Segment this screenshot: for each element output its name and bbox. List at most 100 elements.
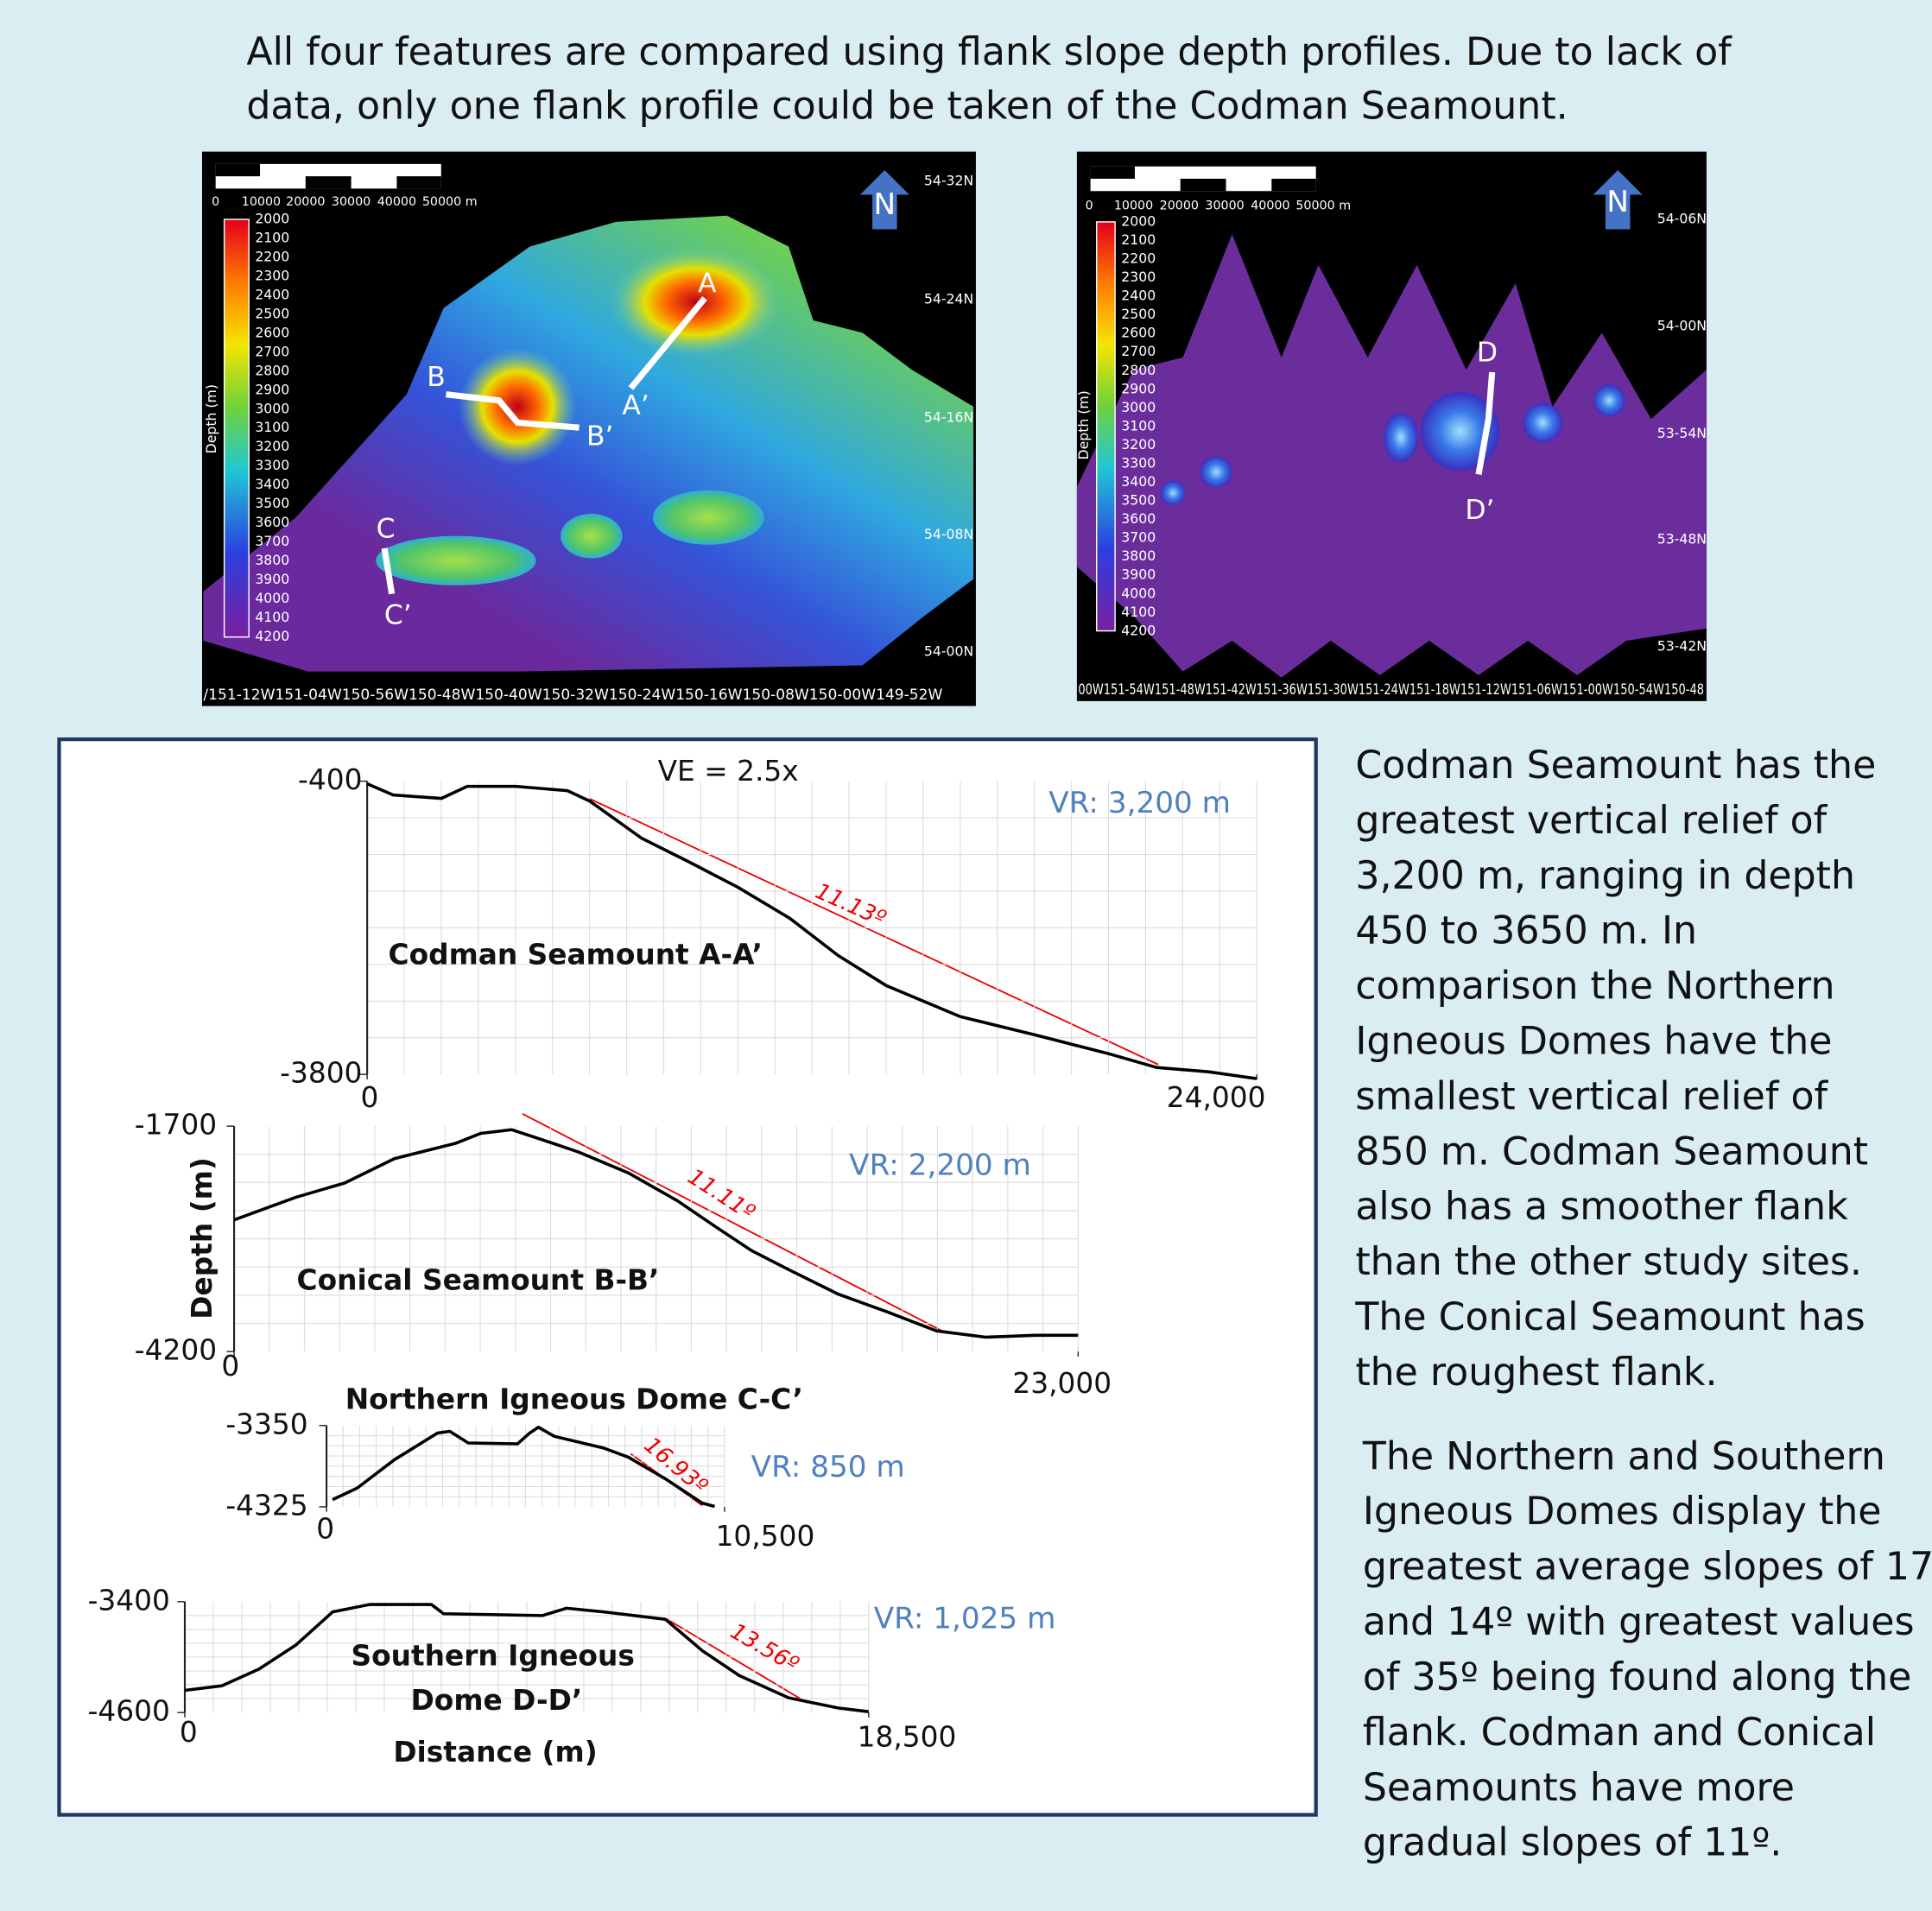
depth-tick: 3200 bbox=[1121, 436, 1156, 452]
summary-line: 850 m. Codman Seamount bbox=[1355, 1130, 1868, 1174]
depth-tick: 3900 bbox=[1121, 566, 1156, 583]
scale-label: 40000 bbox=[1251, 199, 1289, 212]
summary-line: greatest average slopes of 17º bbox=[1363, 1545, 1932, 1589]
summary-line: smallest vertical relief of bbox=[1355, 1074, 1828, 1118]
profile-letter: A bbox=[698, 269, 717, 300]
depth-tick: 2900 bbox=[255, 381, 289, 397]
y-tick-label: -400 bbox=[298, 763, 362, 796]
lat-label: 54-24N bbox=[924, 290, 973, 307]
profile-letter: D bbox=[1477, 338, 1498, 369]
depth-tick: 3700 bbox=[255, 533, 289, 549]
summary-line: The Northern and Southern bbox=[1362, 1434, 1885, 1478]
lat-label: 54-00N bbox=[924, 642, 973, 659]
depth-tick: 3800 bbox=[255, 552, 289, 568]
depth-tick: 3300 bbox=[1121, 454, 1156, 471]
x-tick-label: 0 bbox=[361, 1081, 379, 1114]
profile-name: Dome D-D’ bbox=[411, 1684, 583, 1717]
depth-tick: 4100 bbox=[255, 609, 289, 625]
scale-label: 50000 m bbox=[1295, 199, 1351, 212]
depth-tick: 2400 bbox=[255, 286, 289, 302]
summary-line: gradual slopes of 11º. bbox=[1363, 1821, 1782, 1865]
profile-name: Conical Seamount B-B’ bbox=[297, 1263, 660, 1296]
vertical-relief: VR: 2,200 m bbox=[849, 1148, 1031, 1183]
depth-tick: 2700 bbox=[1121, 343, 1156, 359]
depth-tick: 2200 bbox=[1121, 250, 1156, 267]
ve-label: VE = 2.5x bbox=[658, 755, 799, 788]
north-label: N bbox=[874, 187, 896, 222]
depth-tick: 3200 bbox=[255, 438, 289, 454]
profile-letter: D’ bbox=[1465, 495, 1494, 526]
page: { "intro": {"lines": ["All four features… bbox=[0, 0, 1932, 1911]
summary-line: than the other study sites. bbox=[1355, 1240, 1862, 1284]
vertical-relief: VR: 850 m bbox=[751, 1450, 905, 1484]
depth-tick: 3600 bbox=[255, 514, 289, 530]
summary-line: 3,200 m, ranging in depth bbox=[1355, 854, 1855, 898]
scale-label: 0 bbox=[212, 195, 219, 209]
summary-line: 450 to 3650 m. In bbox=[1355, 909, 1697, 953]
dome bbox=[561, 514, 622, 558]
depth-tick: 2300 bbox=[255, 267, 289, 283]
depth-tick: 3000 bbox=[1121, 399, 1156, 415]
depth-tick: 2200 bbox=[255, 249, 289, 265]
depth-tick: 3400 bbox=[255, 476, 289, 492]
x-axis-title: Distance (m) bbox=[393, 1736, 597, 1769]
depth-tick: 2000 bbox=[255, 211, 289, 227]
depth-tick: 2100 bbox=[1121, 231, 1156, 248]
profile-letter: A’ bbox=[622, 390, 649, 421]
scale-bar bbox=[1091, 167, 1316, 192]
x-tick-label: 10,500 bbox=[716, 1520, 815, 1553]
lat-label: 53-42N bbox=[1657, 638, 1707, 655]
scale-label: 20000 bbox=[286, 195, 325, 209]
depth-tick: 3500 bbox=[1121, 492, 1156, 509]
vertical-relief: VR: 1,025 m bbox=[874, 1602, 1056, 1636]
depth-tick: 3500 bbox=[255, 495, 289, 511]
depth-tick: 3100 bbox=[1121, 417, 1156, 433]
seamount-a bbox=[610, 246, 782, 357]
depth-tick: 2900 bbox=[1121, 380, 1156, 396]
dome bbox=[1384, 413, 1418, 462]
x-tick-label: 18,500 bbox=[858, 1721, 957, 1754]
profile-letter: B’ bbox=[586, 421, 614, 452]
profile-letter: B bbox=[427, 362, 446, 393]
seamount-b bbox=[459, 347, 577, 465]
depth-tick: 3400 bbox=[1121, 473, 1156, 490]
y-axis-title: Depth (m) bbox=[186, 1157, 219, 1319]
scale-label: 30000 bbox=[1205, 199, 1244, 212]
summary-line: and 14º with greatest values bbox=[1363, 1600, 1915, 1644]
lat-label: 53-54N bbox=[1657, 425, 1707, 441]
x-tick-label: 24,000 bbox=[1167, 1081, 1266, 1114]
scale-bar bbox=[216, 164, 441, 189]
poster: All four features are compared using fla… bbox=[0, 0, 1932, 1911]
depth-tick: 2300 bbox=[1121, 269, 1156, 285]
summary-line: the roughest flank. bbox=[1355, 1351, 1717, 1395]
depth-tick: 3800 bbox=[1121, 547, 1156, 564]
scale-label: 50000 m bbox=[422, 195, 478, 209]
lon-label: 00W151-54W151-48W151-42W151-36W151-30W15… bbox=[1078, 681, 1704, 699]
depth-tick: 2800 bbox=[255, 362, 289, 378]
summary-line: Codman Seamount has the bbox=[1355, 744, 1876, 788]
summary-line: Igneous Domes display the bbox=[1363, 1490, 1882, 1534]
profile-name: Southern Igneous bbox=[351, 1639, 634, 1672]
depth-tick: 2700 bbox=[255, 343, 289, 359]
summary-line: Igneous Domes have the bbox=[1355, 1020, 1832, 1064]
dome bbox=[1161, 481, 1186, 506]
profile-panel bbox=[59, 739, 1315, 1814]
depth-tick: 2500 bbox=[255, 305, 289, 321]
profile-name: Codman Seamount A-A’ bbox=[389, 939, 763, 971]
depth-tick: 2100 bbox=[255, 230, 289, 246]
lat-label: 54-08N bbox=[924, 526, 973, 542]
depth-tick: 2600 bbox=[1121, 325, 1156, 341]
depth-tick: 4000 bbox=[255, 590, 289, 606]
scale-label: 20000 bbox=[1160, 199, 1199, 212]
depth-tick: 3600 bbox=[1121, 510, 1156, 527]
lat-label: 54-00N bbox=[1657, 318, 1707, 334]
summary-line: of 35º being found along the bbox=[1363, 1655, 1911, 1699]
vertical-relief: VR: 3,200 m bbox=[1048, 786, 1231, 820]
depth-tick: 2800 bbox=[1121, 362, 1156, 378]
summary-line: also has a smoother flank bbox=[1355, 1185, 1848, 1229]
summary-line: comparison the Northern bbox=[1355, 965, 1834, 1009]
depth-tick: 4200 bbox=[1121, 622, 1156, 638]
profile-letter: C’ bbox=[384, 599, 412, 630]
depth-tick: 3000 bbox=[255, 400, 289, 416]
scale-label: 0 bbox=[1086, 199, 1093, 212]
